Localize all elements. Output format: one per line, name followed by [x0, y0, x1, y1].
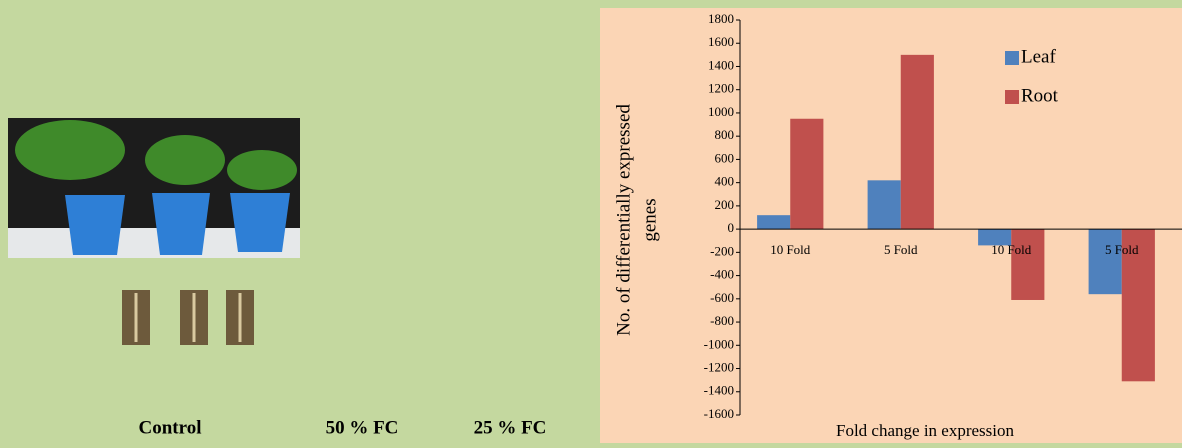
photo-label: Control — [139, 417, 202, 438]
plant-photo — [8, 118, 300, 345]
y-tick-label: 400 — [715, 174, 735, 189]
legend-label: Root — [1021, 85, 1059, 106]
bar — [868, 180, 901, 229]
y-tick-label: -1400 — [704, 383, 734, 398]
y-tick-label: -400 — [710, 267, 734, 282]
y-tick-label: 1200 — [708, 81, 734, 96]
x-tick-label: 10 Fold — [991, 242, 1032, 257]
legend-swatch — [1005, 90, 1019, 104]
photo-label: 25 % FC — [474, 417, 547, 438]
y-tick-label: -800 — [710, 313, 734, 328]
y-tick-label: 600 — [715, 150, 735, 165]
y-tick-label: 1800 — [708, 11, 734, 26]
figure: Control 50 % FC 25 % FC -1600 -1400 -1200 -… — [0, 0, 1182, 443]
legend-label: Leaf — [1021, 46, 1056, 67]
photo-label: 50 % FC — [326, 417, 399, 438]
bar — [901, 55, 934, 229]
bar — [1011, 229, 1044, 300]
y-axis-label: No. of differentially expressed — [613, 104, 634, 336]
y-tick-label: 1600 — [708, 34, 734, 49]
bar — [757, 215, 790, 229]
x-tick-label: 5 Fold — [884, 242, 918, 257]
bar — [790, 119, 823, 229]
y-tick-label: -200 — [710, 243, 734, 258]
x-tick-label: 10 Fold — [770, 242, 811, 257]
y-tick-label: 1000 — [708, 104, 734, 119]
y-axis-label: genes — [639, 198, 660, 241]
page: {"photo_panel": {"labels": ["Control", "… — [0, 0, 1182, 443]
bar — [1089, 229, 1122, 294]
x-axis-label: Fold change in expression — [836, 421, 1014, 440]
y-tick-label: -600 — [710, 290, 734, 305]
y-tick-label: 800 — [715, 127, 735, 142]
y-tick-label: 0 — [728, 220, 735, 235]
y-tick-label: -1200 — [704, 360, 734, 375]
y-tick-label: -1000 — [704, 336, 734, 351]
legend-swatch — [1005, 51, 1019, 65]
x-tick-label: 5 Fold — [1105, 242, 1139, 257]
y-tick-label: 1400 — [708, 57, 734, 72]
y-tick-label: 200 — [715, 197, 735, 212]
y-tick-label: -1600 — [704, 406, 734, 421]
